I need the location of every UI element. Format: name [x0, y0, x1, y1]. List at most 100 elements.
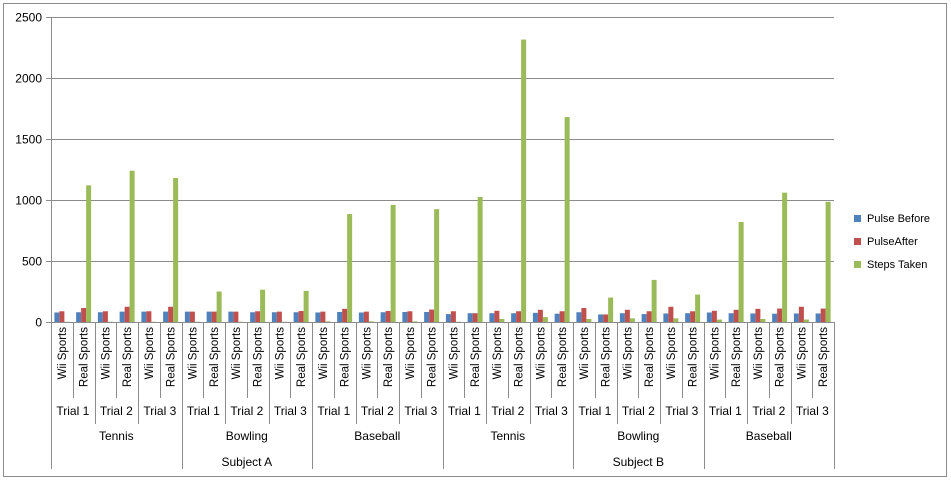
category-label: Real Sports	[601, 327, 613, 387]
category-label: Wii Sports	[318, 327, 330, 380]
trial-label: Trial 3	[143, 404, 176, 418]
bar-pulseafter	[733, 309, 739, 322]
bar-pulseafter	[494, 310, 500, 322]
bar-pulseafter	[777, 308, 783, 322]
category-label: Real Sports	[818, 327, 830, 387]
bar-pulseafter	[255, 311, 261, 322]
category-label: Real Sports	[514, 327, 526, 387]
bar-pulse-before	[554, 313, 560, 322]
trial-label: Trial 1	[709, 404, 742, 418]
bar-pulse-before	[97, 312, 103, 322]
bar-pulse-before	[663, 313, 669, 322]
bar-pulse-before	[576, 312, 582, 322]
bar-steps-taken	[86, 185, 92, 322]
legend-item: Steps Taken	[854, 253, 949, 276]
bar-pulseafter	[385, 311, 391, 322]
category-label: Real Sports	[340, 327, 352, 387]
bar-pulseafter	[624, 309, 630, 322]
bar-steps-taken	[303, 290, 309, 322]
subject-label: Subject A	[221, 455, 272, 469]
bar-pulse-before	[293, 312, 299, 322]
bar-pulseafter	[798, 306, 804, 322]
category-label: Wii Sports	[622, 327, 634, 380]
bar-steps-taken	[542, 317, 548, 322]
category-label: Wii Sports	[144, 327, 156, 380]
y-tick-label: 0	[35, 316, 42, 330]
bar-pulseafter	[690, 311, 696, 322]
bar-steps-taken	[499, 318, 505, 322]
legend-swatch	[854, 238, 861, 245]
trial-label: Trial 2	[230, 404, 263, 418]
category-label: Real Sports	[470, 327, 482, 387]
bar-steps-taken	[434, 209, 440, 322]
bar-pulse-before	[750, 313, 756, 322]
bar-pulseafter	[102, 311, 108, 322]
legend-swatch	[854, 215, 861, 222]
bar-pulse-before	[76, 312, 82, 322]
trial-label: Trial 3	[535, 404, 568, 418]
bar-steps-taken	[586, 318, 592, 322]
axes	[46, 17, 835, 469]
bar-pulse-before	[358, 312, 364, 322]
bar-pulse-before	[424, 312, 430, 322]
bar-pulse-before	[685, 313, 691, 322]
bar-pulse-before	[467, 313, 473, 322]
legend-label: Pulse Before	[867, 212, 930, 225]
category-label: Wii Sports	[666, 327, 678, 380]
category-label: Wii Sports	[231, 327, 243, 380]
bar-pulse-before	[728, 313, 734, 322]
category-label: Real Sports	[209, 327, 221, 387]
bar-pulseafter	[559, 311, 565, 322]
category-label: Real Sports	[296, 327, 308, 387]
bar-pulseafter	[472, 313, 478, 322]
trial-label: Trial 2	[622, 404, 655, 418]
category-label: Wii Sports	[535, 327, 547, 380]
category-label: Real Sports	[688, 327, 700, 387]
bar-steps-taken	[760, 318, 766, 322]
sport-label: Baseball	[746, 429, 792, 443]
bar-pulse-before	[315, 312, 321, 322]
bar-steps-taken	[260, 289, 266, 322]
bar-pulse-before	[641, 314, 647, 322]
sport-label: Bowling	[226, 429, 268, 443]
legend-item: Pulse Before	[854, 207, 949, 230]
subject-label: Subject B	[613, 455, 664, 469]
trial-label: Trial 3	[404, 404, 437, 418]
bar-steps-taken	[477, 196, 483, 322]
trial-label: Trial 1	[578, 404, 611, 418]
bar-steps-taken	[412, 321, 418, 322]
bar-pulseafter	[537, 309, 543, 322]
bar-steps-taken	[347, 214, 353, 322]
legend-label: Steps Taken	[867, 258, 928, 271]
category-label: Wii Sports	[796, 327, 808, 380]
bar-steps-taken	[695, 294, 701, 322]
sport-label: Tennis	[490, 429, 525, 443]
bar-steps-taken	[716, 319, 722, 322]
bar-pulseafter	[516, 311, 522, 322]
y-tick-label: 1500	[15, 133, 42, 147]
bar-pulse-before	[772, 313, 778, 322]
trial-label: Trial 2	[491, 404, 524, 418]
category-label: Wii Sports	[274, 327, 286, 380]
bar-pulseafter	[233, 311, 239, 322]
bar-pulseafter	[581, 307, 587, 322]
gridlines	[51, 17, 834, 262]
legend-swatch	[854, 261, 861, 268]
bar-steps-taken	[738, 221, 744, 322]
category-label: Real Sports	[557, 327, 569, 387]
trial-label: Trial 3	[796, 404, 829, 418]
bar-pulseafter	[820, 308, 826, 322]
bar-pulse-before	[598, 314, 604, 322]
bar-steps-taken	[564, 117, 570, 322]
bar-pulse-before	[250, 312, 256, 322]
bar-pulse-before	[402, 312, 408, 322]
bar-pulse-before	[619, 313, 625, 322]
bar-steps-taken	[129, 170, 135, 322]
bar-pulse-before	[815, 313, 821, 322]
trial-label: Trial 2	[361, 404, 394, 418]
axis-labels: 0 500 1000 1500 2000 2500 Wii Sports Real Sport…	[15, 11, 830, 470]
bar-pulseafter	[342, 308, 348, 322]
y-tick-label: 2500	[15, 11, 42, 25]
trial-label: Trial 1	[56, 404, 89, 418]
sport-label: Baseball	[354, 429, 400, 443]
